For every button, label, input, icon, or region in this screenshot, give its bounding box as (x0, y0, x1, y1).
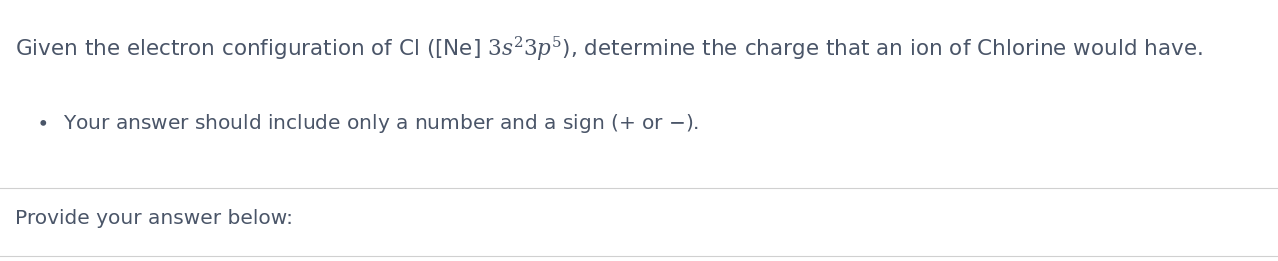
Text: $\bullet$   Your answer should include only a number and a sign (+ or −).: $\bullet$ Your answer should include onl… (36, 112, 699, 135)
Text: Given the electron configuration of Cl ([Ne] $\mathit{3s}^{2}\mathit{3p}^{5}$), : Given the electron configuration of Cl (… (15, 34, 1203, 63)
Text: Provide your answer below:: Provide your answer below: (15, 209, 294, 228)
